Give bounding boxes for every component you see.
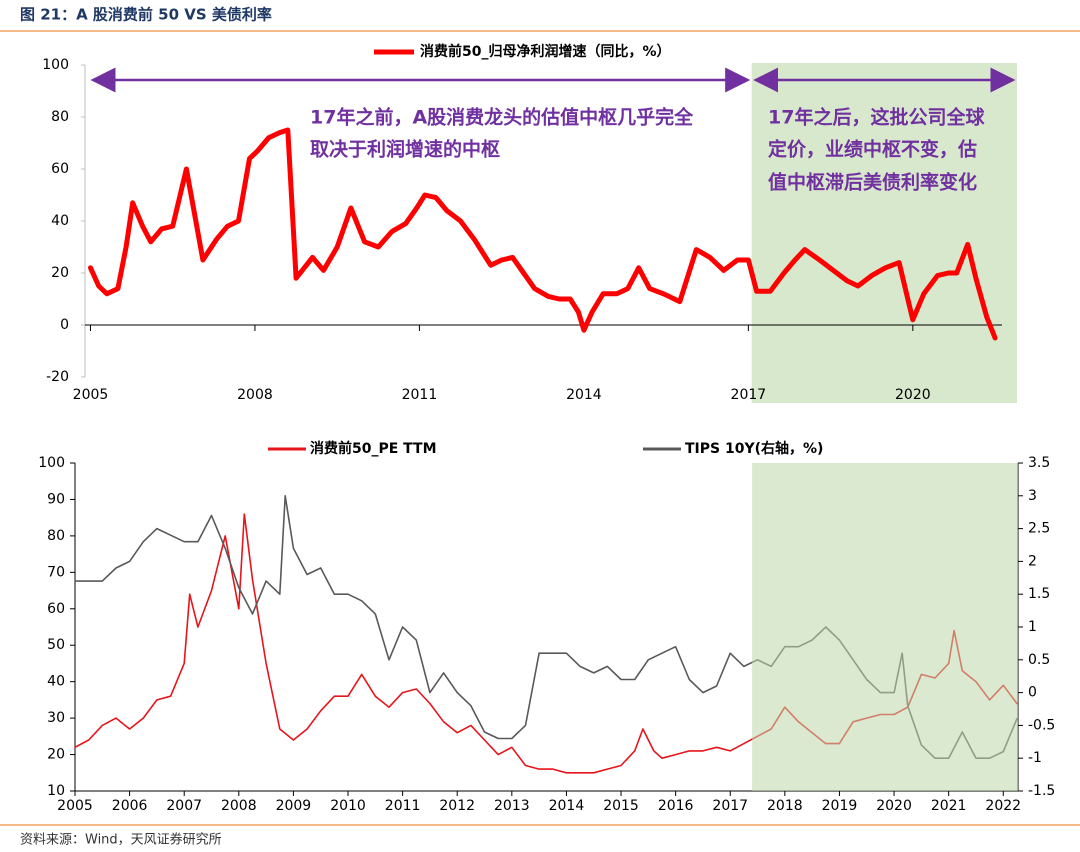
x-tick-label: 2021 xyxy=(931,798,967,814)
annotation: 值中枢滞后美债利率变化 xyxy=(768,171,977,194)
x-tick-label: 2014 xyxy=(566,387,602,403)
y2-tick-label: 3 xyxy=(1028,488,1037,504)
x-tick-label: 2006 xyxy=(112,798,148,814)
y-tick-label: 70 xyxy=(47,564,65,580)
x-tick-label: 2013 xyxy=(494,798,530,814)
x-tick-label: 2005 xyxy=(73,387,109,403)
y-tick-label: 20 xyxy=(51,265,69,281)
x-tick-label: 2008 xyxy=(237,387,273,403)
legend-label: 消费前50_PE TTM xyxy=(310,440,437,457)
legend-label: 消费前50_归母净利润增速（同比，%） xyxy=(420,43,671,60)
x-tick-label: 2011 xyxy=(385,798,421,814)
y-tick-label: 50 xyxy=(47,637,65,653)
y2-tick-label: -1.5 xyxy=(1028,783,1055,799)
y2-tick-label: 3.5 xyxy=(1028,455,1050,471)
x-tick-label: 2010 xyxy=(330,798,366,814)
annotation: 17年之后，这批公司全球 xyxy=(768,106,985,129)
x-tick-label: 2009 xyxy=(276,798,312,814)
x-tick-label: 2007 xyxy=(166,798,202,814)
x-tick-label: 2018 xyxy=(767,798,803,814)
y2-tick-label: 0 xyxy=(1028,685,1037,701)
x-tick-label: 2016 xyxy=(658,798,694,814)
source: 资料来源：Wind，天风证券研究所 xyxy=(20,832,222,848)
x-tick-label: 2017 xyxy=(712,798,748,814)
y-tick-label: 60 xyxy=(51,161,69,177)
x-tick-label: 2008 xyxy=(221,798,257,814)
x-tick-label: 2005 xyxy=(57,798,93,814)
y2-tick-label: 2 xyxy=(1028,553,1037,569)
y-tick-label: 60 xyxy=(47,601,65,617)
y2-tick-label: 1.5 xyxy=(1028,586,1050,602)
x-tick-label: 2017 xyxy=(731,387,767,403)
x-tick-label: 2014 xyxy=(549,798,585,814)
x-tick-label: 2022 xyxy=(985,798,1021,814)
legend-label: TIPS 10Y(右轴，%) xyxy=(685,440,823,457)
y-tick-label: 100 xyxy=(42,57,69,73)
annotation: 取决于利润增速的中枢 xyxy=(310,138,500,161)
y-tick-label: 80 xyxy=(47,528,65,544)
y2-tick-label: 1 xyxy=(1028,619,1037,635)
y2-tick-label: -1 xyxy=(1028,750,1042,766)
x-tick-label: 2015 xyxy=(603,798,639,814)
y2-tick-label: 0.5 xyxy=(1028,652,1050,668)
y2-tick-label: -0.5 xyxy=(1028,717,1055,733)
y-tick-label: 40 xyxy=(47,674,65,690)
x-tick-label: 2019 xyxy=(822,798,858,814)
annotation: 定价，业绩中枢不变，估 xyxy=(768,138,977,161)
y2-tick-label: 2.5 xyxy=(1028,521,1050,537)
y-tick-label: 40 xyxy=(51,213,69,229)
figure-title: 图 21：A 股消费前 50 VS 美债利率 xyxy=(20,6,272,24)
x-tick-label: 2011 xyxy=(402,387,438,403)
y-tick-label: -20 xyxy=(46,369,69,385)
x-tick-label: 2012 xyxy=(439,798,475,814)
x-tick-label: 2020 xyxy=(876,798,912,814)
highlight-region xyxy=(752,463,1018,791)
annotation: 17年之前，A股消费龙头的估值中枢几乎完全 xyxy=(310,106,694,129)
highlight-region xyxy=(751,63,1017,403)
y-tick-label: 20 xyxy=(47,747,65,763)
y-tick-label: 80 xyxy=(51,109,69,125)
y-tick-label: 90 xyxy=(47,491,65,507)
x-tick-label: 2020 xyxy=(895,387,931,403)
y-tick-label: 0 xyxy=(60,317,69,333)
data-line xyxy=(88,127,998,341)
y-tick-label: 100 xyxy=(38,455,65,471)
y-tick-label: 30 xyxy=(47,710,65,726)
y-tick-label: 10 xyxy=(47,783,65,799)
